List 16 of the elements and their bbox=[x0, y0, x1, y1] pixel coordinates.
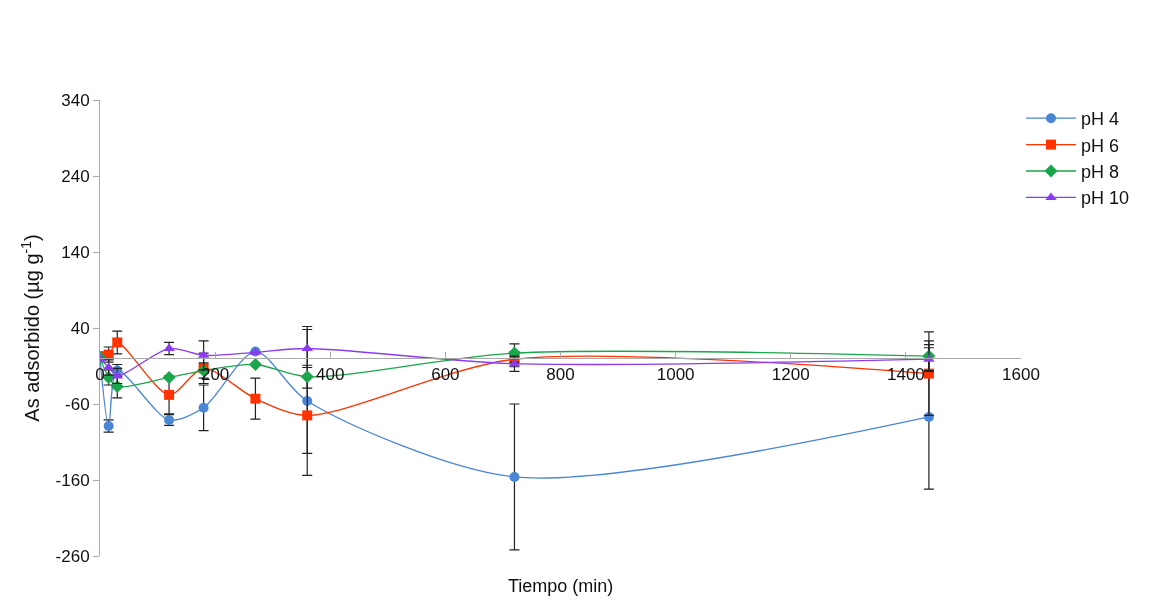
x-tick-label: 1000 bbox=[656, 364, 695, 384]
legend-label: pH 6 bbox=[1081, 135, 1120, 156]
y-tick-label: 140 bbox=[61, 242, 90, 262]
legend-label: pH 10 bbox=[1081, 188, 1130, 209]
y-tick-label: -60 bbox=[65, 394, 90, 414]
x-tick-label: 1200 bbox=[771, 364, 810, 384]
legend-label: pH 4 bbox=[1081, 109, 1120, 130]
x-tick-label: 800 bbox=[546, 364, 575, 384]
y-tick-label: -260 bbox=[55, 546, 90, 566]
legend-label: pH 8 bbox=[1081, 162, 1120, 183]
y-tick-label: -160 bbox=[55, 470, 90, 490]
x-tick-label: 1600 bbox=[1002, 364, 1040, 384]
y-tick-label: 240 bbox=[61, 166, 90, 186]
y-tick-label: 340 bbox=[61, 90, 90, 110]
y-tick-label: 40 bbox=[70, 318, 90, 338]
x-axis-title: Tiempo (min) bbox=[508, 576, 614, 596]
